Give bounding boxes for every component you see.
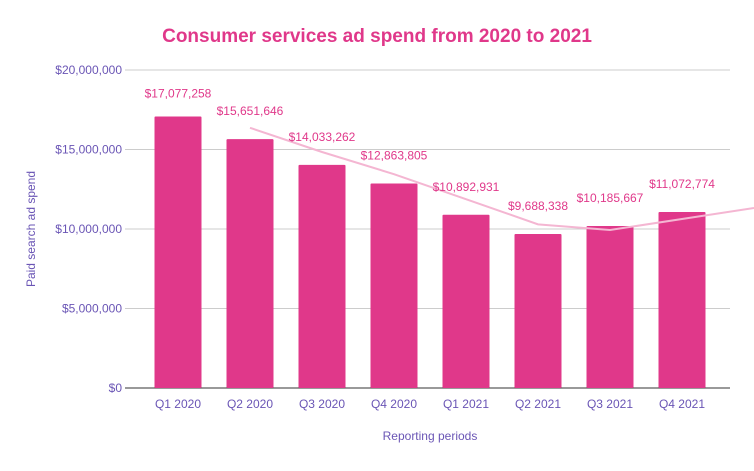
data-label: $10,892,931: [433, 180, 500, 194]
x-tick-label: Q3 2020: [299, 397, 345, 411]
trendline: [249, 126, 754, 232]
y-tick-label: $20,000,000: [55, 63, 122, 77]
bar: [586, 226, 634, 388]
x-tick-label: Q3 2021: [587, 397, 633, 411]
data-label: $17,077,258: [145, 86, 212, 100]
bar: [226, 139, 274, 388]
bar: [658, 211, 706, 388]
data-label: $9,688,338: [508, 199, 568, 213]
bar: [442, 214, 490, 388]
bar: [154, 116, 202, 389]
x-tick-label: Q2 2021: [515, 397, 561, 411]
y-axis-label: Paid search ad spend: [24, 171, 38, 287]
data-label: $10,185,667: [577, 191, 644, 205]
data-label: $12,863,805: [361, 148, 428, 162]
y-tick-label: $15,000,000: [55, 143, 122, 157]
chart-title: Consumer services ad spend from 2020 to …: [162, 26, 592, 47]
x-tick-label: Q4 2021: [659, 397, 705, 411]
data-label: $11,072,774: [649, 177, 715, 191]
data-label: $14,033,262: [289, 130, 356, 144]
bar: [514, 233, 562, 388]
x-axis-label: Reporting periods: [383, 429, 478, 443]
bar: [370, 183, 418, 388]
x-tick-label: Q2 2020: [227, 397, 273, 411]
x-tick-label: Q4 2020: [371, 397, 417, 411]
data-label: $15,651,646: [217, 104, 284, 118]
x-tick-label: Q1 2021: [443, 397, 489, 411]
bar: [298, 164, 346, 388]
y-tick-label: $5,000,000: [62, 302, 122, 316]
x-tick-label: Q1 2020: [155, 397, 201, 411]
y-tick-label: $10,000,000: [55, 222, 122, 236]
y-tick-label: $0: [109, 381, 123, 395]
